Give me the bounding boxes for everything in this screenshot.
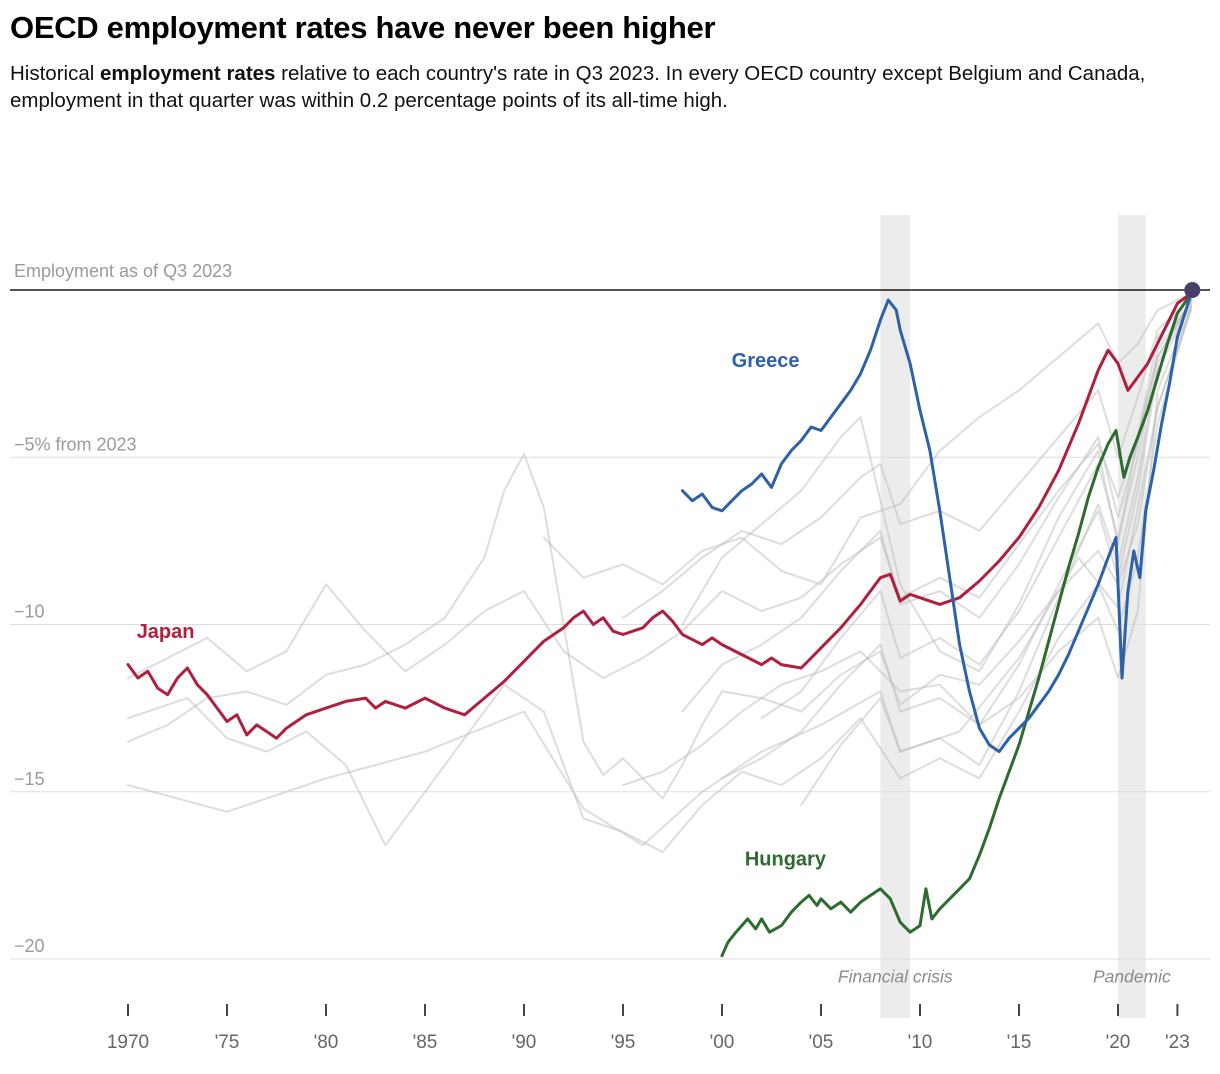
series-line-other-10 <box>681 295 1193 673</box>
x-tick-label: '00 <box>710 1032 735 1053</box>
y-axis-label: −20 <box>14 936 45 956</box>
x-tick-label: '95 <box>611 1032 636 1053</box>
series-label-greece: Greece <box>732 350 800 372</box>
x-tick-label: '80 <box>314 1032 339 1053</box>
series-line-japan <box>126 291 1193 740</box>
series-line-other-02 <box>127 302 1193 853</box>
y-axis-label: −10 <box>14 602 45 622</box>
subtitle-suffix: relative to each country's rate in Q3 20… <box>10 61 1146 113</box>
end-marker <box>1184 282 1201 298</box>
chart-header: OECD employment rates have never been hi… <box>10 10 1200 115</box>
series-line-other-03 <box>127 299 1193 679</box>
subtitle-prefix: Historical <box>10 61 100 85</box>
baseline-label: Employment as of Q3 2023 <box>14 261 232 281</box>
series-line-hungary <box>720 291 1193 958</box>
event-band-label: Financial crisis <box>838 966 953 986</box>
x-tick-label: '10 <box>908 1032 933 1053</box>
series-label-hungary: Hungary <box>745 848 827 870</box>
y-axis-label: −5% from 2023 <box>14 434 137 454</box>
x-tick-label: '05 <box>809 1032 834 1053</box>
background-series <box>127 292 1193 853</box>
highlighted-series <box>126 291 1193 958</box>
event-band-label: Pandemic <box>1093 966 1171 986</box>
x-tick-label: '20 <box>1106 1032 1131 1053</box>
series-line-other-06 <box>681 299 1193 713</box>
subtitle-bold-phrase: employment rates <box>100 61 276 85</box>
chart-title: OECD employment rates have never been hi… <box>10 10 716 45</box>
series-line-other-05 <box>622 295 1193 619</box>
chart-labels: Employment as of Q3 2023 −5% from 2023 −10… <box>14 261 1171 986</box>
event-band <box>880 215 911 1018</box>
x-tick-label: '90 <box>512 1032 537 1053</box>
series-label-japan: Japan <box>137 621 195 643</box>
x-tick-label: '85 <box>413 1032 438 1053</box>
end-marker-dot <box>1184 282 1201 298</box>
series-line-other-01 <box>127 305 1193 800</box>
chart-subtitle: Historical employment rates relative to … <box>10 60 1200 115</box>
x-tick-label: 1970 <box>107 1032 149 1053</box>
x-tick-label: '23 <box>1165 1032 1190 1053</box>
x-tick-label: '75 <box>215 1032 240 1053</box>
series-line-other-09 <box>800 299 1193 807</box>
series-line-other-11 <box>760 299 1193 720</box>
x-tick-label: '15 <box>1007 1032 1032 1053</box>
series-line-greece <box>680 291 1193 754</box>
series-line-other-08 <box>542 292 1193 586</box>
x-axis: 1970 '75 '80 '85 '90 '95 '00 '05 '10 '15 '20 '23 <box>107 1004 1190 1053</box>
y-axis-label: −15 <box>14 769 45 789</box>
